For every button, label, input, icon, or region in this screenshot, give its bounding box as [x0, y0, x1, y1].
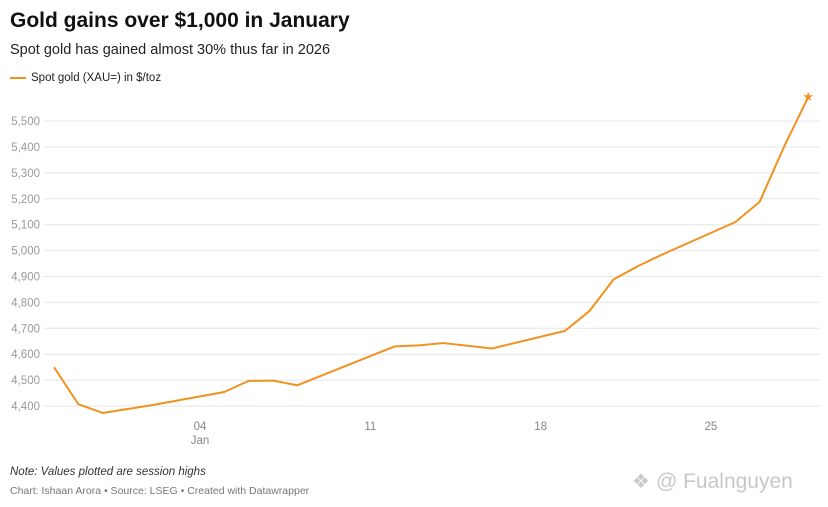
watermark-text: @ Fualnguyen: [655, 469, 793, 493]
y-tick-label: 4,500: [11, 375, 40, 387]
y-tick-label: 5,500: [11, 116, 40, 128]
y-tick-label: 5,100: [11, 220, 40, 232]
chart-subtitle: Spot gold has gained almost 30% thus far…: [10, 42, 331, 58]
y-tick-label: 4,600: [11, 349, 40, 361]
x-tick-sublabel: Jan: [191, 435, 210, 447]
series-line: [53, 96, 810, 414]
y-tick-label: 4,900: [11, 272, 40, 284]
x-tick-label: 18: [534, 421, 547, 433]
y-tick-label: 5,000: [11, 246, 40, 258]
watermark-logo-icon: ❖: [632, 471, 650, 493]
y-tick-label: 5,200: [11, 194, 40, 206]
legend: Spot gold (XAU=) in $/toz: [10, 72, 161, 84]
chart-title: Gold gains over $1,000 in January: [10, 9, 350, 32]
x-tick-label: 25: [705, 421, 718, 433]
y-tick-label: 5,400: [11, 142, 40, 154]
legend-label: Spot gold (XAU=) in $/toz: [31, 72, 162, 84]
line-chart: 4,400 4,500 4,600 4,700 4,800 4,900 5,000 5,100…: [11, 89, 820, 447]
watermark: ❖ @ Fualnguyen: [632, 469, 793, 494]
x-tick-label: 04: [194, 421, 207, 433]
footer-note: Note: Values plotted are session highs: [10, 466, 206, 478]
legend-swatch: [10, 77, 26, 79]
y-tick-label: 4,400: [11, 401, 40, 413]
end-star-icon: ★: [802, 89, 814, 104]
y-tick-label: 5,300: [11, 168, 40, 180]
y-tick-label: 4,800: [11, 297, 40, 309]
y-tick-label: 4,700: [11, 323, 40, 335]
footer-credit: Chart: Ishaan Arora • Source: LSEG • Cre…: [10, 485, 310, 497]
x-tick-label: 11: [364, 421, 376, 433]
